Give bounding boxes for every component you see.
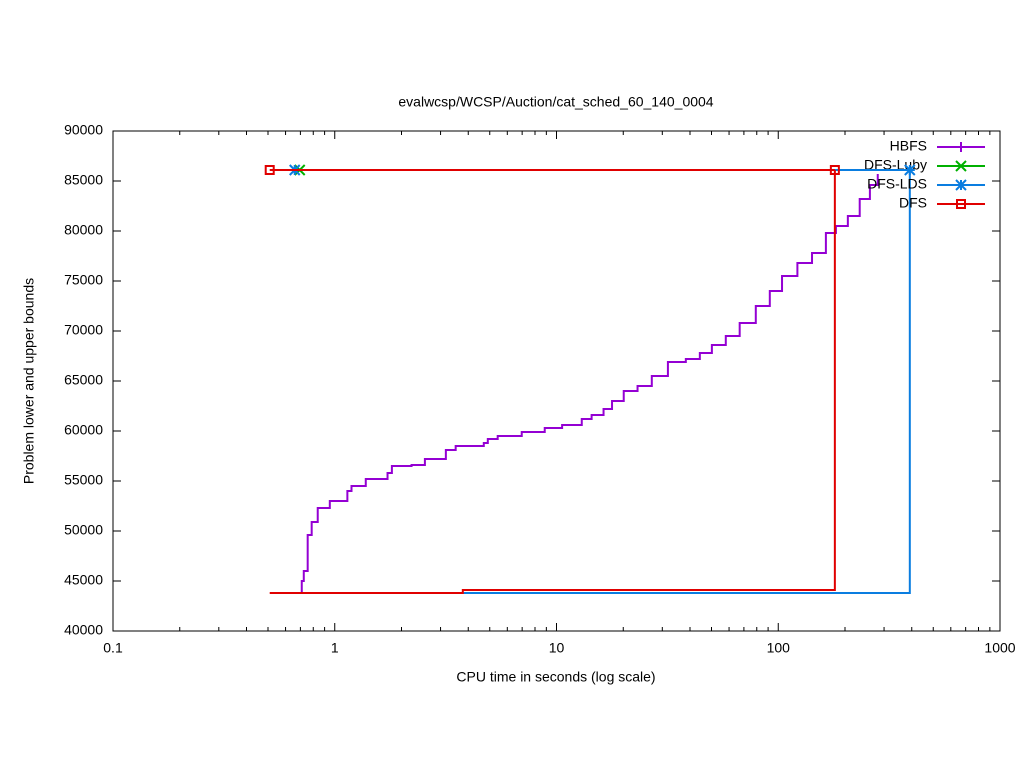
marker: [955, 160, 967, 172]
x-axis-label: CPU time in seconds (log scale): [456, 669, 655, 685]
y-tick-label: 50000: [64, 522, 103, 538]
marker: [904, 164, 916, 176]
y-tick-label: 70000: [64, 322, 103, 338]
marker: [829, 165, 840, 175]
chart-title: evalwcsp/WCSP/Auction/cat_sched_60_140_0…: [398, 94, 713, 110]
y-tick-label: 55000: [64, 472, 103, 488]
y-tick-label: 45000: [64, 572, 103, 588]
plot-frame: [112, 130, 1001, 632]
marker: [955, 179, 967, 191]
y-tick-label: 60000: [64, 422, 103, 438]
marker: [264, 165, 275, 175]
marker: [956, 142, 966, 152]
x-tick-label: 100: [767, 640, 791, 656]
lower-bound-line: [269, 170, 836, 594]
y-tick-label: 40000: [64, 622, 103, 638]
lower-bound-line: [462, 170, 911, 594]
x-tick-label: 10: [549, 640, 565, 656]
legend-label: HBFS: [890, 138, 927, 154]
y-tick-label: 75000: [64, 272, 103, 288]
y-axis-label: Problem lower and upper bounds: [21, 278, 37, 484]
lower-bound-line: [299, 174, 879, 594]
legend-label: DFS: [899, 195, 927, 211]
marker: [956, 199, 966, 209]
x-tick-label: 1: [331, 640, 339, 656]
y-tick-label: 65000: [64, 372, 103, 388]
y-tick-label: 90000: [64, 122, 103, 138]
y-tick-label: 85000: [64, 172, 103, 188]
x-tick-label: 0.1: [103, 640, 123, 656]
y-tick-label: 80000: [64, 222, 103, 238]
x-tick-label: 1000: [984, 640, 1015, 656]
legend-label: DFS-LDS: [867, 176, 927, 192]
